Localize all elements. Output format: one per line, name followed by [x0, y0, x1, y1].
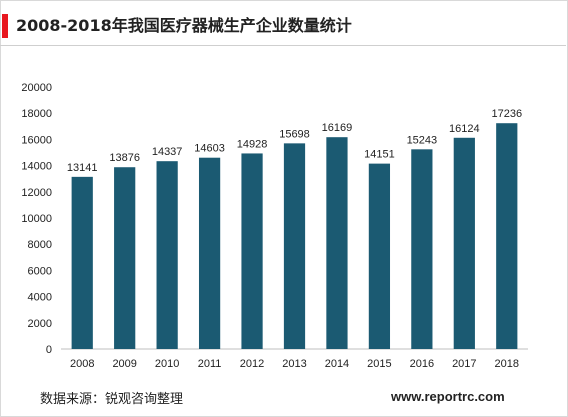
y-tick-label: 6000	[28, 265, 52, 277]
x-tick-label-2017: 2017	[452, 358, 476, 370]
y-tick-label: 8000	[28, 239, 52, 251]
y-tick-label: 16000	[21, 134, 52, 146]
x-tick-label-2012: 2012	[240, 358, 264, 370]
y-tick-label: 14000	[21, 161, 52, 173]
x-tick-label-2014: 2014	[325, 358, 349, 370]
bar-2018	[496, 123, 518, 349]
bar-2010	[156, 161, 178, 349]
y-tick-label: 12000	[21, 187, 52, 199]
data-label-2016: 15243	[407, 134, 438, 146]
data-label-2014: 16169	[322, 122, 353, 134]
page-title: 2008-2018年我国医疗器械生产企业数量统计	[16, 16, 352, 35]
x-tick-label-2009: 2009	[112, 358, 136, 370]
title-accent-bar	[2, 14, 8, 38]
data-label-2013: 15698	[279, 128, 310, 140]
bar-2011	[198, 157, 221, 349]
x-tick-label-2016: 2016	[410, 358, 434, 370]
y-tick-label: 10000	[21, 213, 52, 225]
bar-2009	[114, 167, 136, 349]
data-source-note: 数据来源：锐观咨询整理	[40, 392, 184, 407]
data-label-2012: 14928	[237, 138, 268, 150]
data-label-2010: 14337	[152, 146, 183, 158]
bar-2015	[368, 163, 391, 349]
y-tick-label: 20000	[21, 82, 52, 94]
x-tick-label-2008: 2008	[70, 358, 94, 370]
data-label-2008: 13141	[67, 162, 98, 174]
x-tick-label-2018: 2018	[495, 358, 519, 370]
y-tick-label: 2000	[28, 318, 52, 330]
bar-2017	[453, 137, 475, 349]
bar-2013	[283, 143, 306, 349]
x-tick-label-2010: 2010	[155, 358, 179, 370]
x-tick-label-2013: 2013	[282, 358, 306, 370]
data-label-2017: 16124	[449, 123, 480, 135]
website-link[interactable]: www.reportrc.com	[391, 389, 505, 404]
data-label-2011: 14603	[194, 143, 225, 155]
bar-2012	[241, 153, 263, 349]
bar-2016	[411, 149, 433, 349]
data-label-2015: 14151	[364, 149, 395, 161]
data-label-2018: 17236	[491, 108, 522, 120]
x-tick-label-2015: 2015	[367, 358, 391, 370]
y-tick-label: 0	[46, 344, 52, 356]
bar-2008	[71, 176, 93, 349]
data-label-2009: 13876	[109, 152, 140, 164]
bar-2014	[326, 137, 348, 349]
x-tick-label-2011: 2011	[198, 358, 222, 370]
y-tick-label: 18000	[21, 108, 52, 120]
title-divider	[0, 45, 566, 46]
y-tick-label: 4000	[28, 292, 52, 304]
